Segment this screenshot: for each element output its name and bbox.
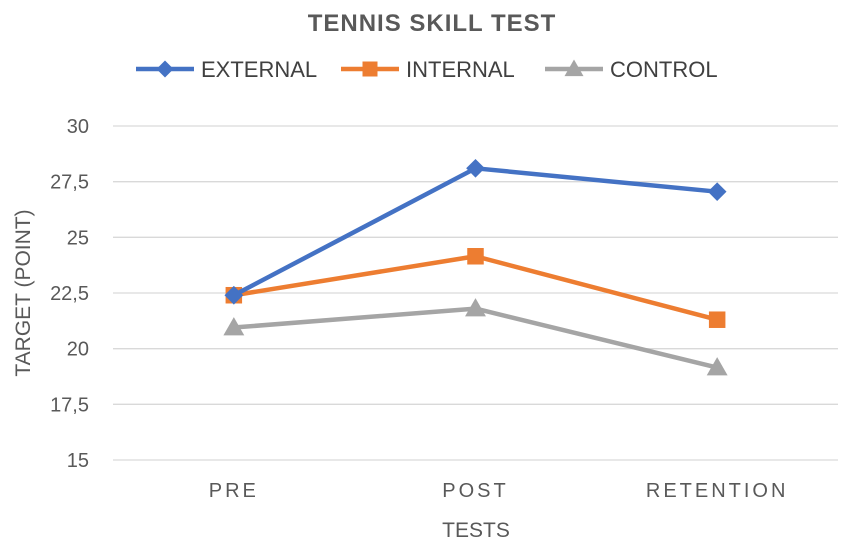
legend-item-internal: INTERNAL [341,57,515,82]
legend-label-internal: INTERNAL [406,57,515,82]
series-group [223,158,728,376]
x-tick-label: PRE [209,480,259,502]
data-point-external [224,285,244,305]
y-tick-label: 15 [67,450,89,472]
x-axis-ticks: PRE POST RETENTION [209,480,789,502]
y-tick-label: 27,5 [50,172,89,194]
x-tick-label: RETENTION [646,480,789,502]
x-tick-label: POST [442,480,508,502]
legend-item-control: CONTROL [545,57,718,82]
series-control [223,298,728,376]
y-tick-label: 25 [67,227,89,249]
data-point-external [707,182,727,202]
y-tick-label: 17,5 [50,394,89,416]
data-point-internal [467,248,484,265]
data-point-external [466,158,485,178]
y-axis-ticks: 15 17,5 20 22,5 25 27,5 30 [50,116,89,472]
y-tick-label: 22,5 [50,283,89,305]
legend-marker-external [156,60,174,78]
y-tick-label: 20 [67,339,89,361]
y-tick-label: 30 [67,116,89,138]
series-external [224,158,727,305]
data-point-control [223,317,245,336]
y-axis-title: TARGET (POINT) [12,209,35,376]
legend-item-external: EXTERNAL [136,57,317,82]
data-point-control [706,357,728,376]
legend-label-external: EXTERNAL [201,57,317,82]
legend: EXTERNAL INTERNAL CONTROL [136,57,718,82]
legend-marker-internal [362,61,378,77]
series-line-external [231,166,720,298]
series-line-control [231,306,720,370]
gridlines [113,125,838,461]
legend-label-control: CONTROL [610,57,718,82]
x-axis-title: TESTS [442,519,510,542]
data-point-control [465,298,486,317]
chart-title: TENNIS SKILL TEST [308,10,557,37]
legend-marker-control [564,59,584,77]
data-point-internal [708,311,726,328]
